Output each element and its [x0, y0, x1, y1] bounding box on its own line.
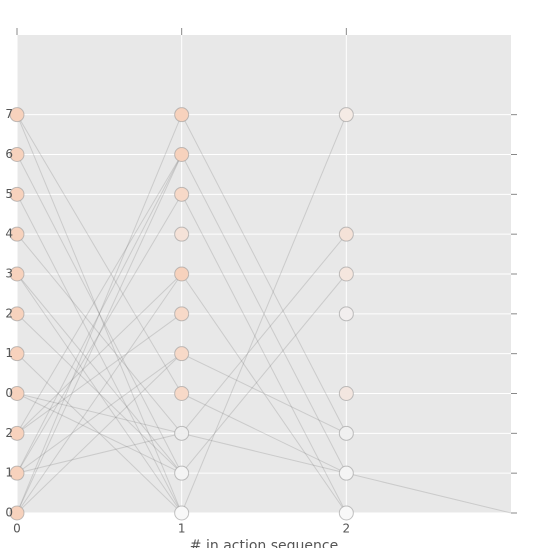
link-line [16, 273, 183, 514]
link-line [16, 114, 183, 394]
point [338, 505, 354, 521]
link-line [16, 273, 183, 514]
link-line [16, 154, 183, 434]
x-tick-label: 1 [178, 522, 186, 536]
point [174, 346, 190, 362]
point [174, 306, 190, 322]
link-line [16, 393, 182, 474]
y-tick-label: 0 [5, 506, 13, 520]
link-line [16, 313, 182, 434]
point [338, 306, 354, 322]
point [9, 386, 25, 401]
link-line [181, 393, 347, 474]
link-line [16, 154, 183, 474]
point [338, 465, 354, 481]
y-tick-label: 1 [5, 346, 13, 360]
y-tick-label: 7 [5, 107, 13, 121]
point [9, 266, 25, 282]
link-line [181, 154, 347, 474]
link-line [16, 194, 183, 474]
point [174, 386, 190, 401]
x-axis-label: # in action sequence [190, 538, 338, 548]
link-line [181, 353, 347, 434]
point [9, 306, 25, 322]
y-tick-label: 3 [5, 267, 13, 281]
link-line [16, 114, 183, 514]
link-line [181, 233, 347, 434]
point [174, 465, 190, 481]
point [338, 386, 354, 401]
link-line [16, 154, 183, 514]
link-line [16, 432, 182, 474]
point [338, 107, 354, 123]
point [174, 107, 190, 123]
link-line [16, 194, 183, 514]
link-line [16, 273, 183, 434]
x-tick-label: 0 [13, 522, 21, 536]
point [174, 425, 190, 441]
y-tick-label: 0 [5, 386, 13, 400]
point [9, 465, 25, 481]
link-line [181, 273, 347, 474]
point [9, 505, 25, 521]
link-line [16, 393, 182, 434]
link-line [16, 154, 183, 474]
point [174, 186, 190, 202]
point [174, 147, 190, 162]
link-line [16, 353, 183, 514]
point [9, 186, 25, 202]
point [338, 425, 354, 441]
point [9, 226, 25, 242]
link-line [16, 353, 183, 514]
link-line [181, 432, 347, 474]
link-line [181, 114, 347, 434]
point [9, 147, 25, 162]
point [174, 505, 190, 521]
link-line [16, 233, 183, 434]
link-line [181, 273, 347, 514]
x-tick-label: 2 [343, 522, 351, 536]
point [9, 425, 25, 441]
point [338, 266, 354, 282]
point [174, 266, 190, 282]
y-tick-label: 2 [5, 426, 13, 440]
y-tick-label: 1 [5, 466, 13, 480]
y-tick-label: 6 [5, 147, 13, 161]
point [338, 226, 354, 242]
link-line [16, 114, 183, 514]
link-line [16, 313, 183, 474]
link-line [181, 114, 347, 514]
y-tick-label: 5 [5, 187, 13, 201]
point [9, 346, 25, 362]
link-line [181, 194, 347, 514]
link-line [346, 472, 512, 514]
y-tick-label: 4 [5, 227, 13, 241]
link-line [16, 273, 183, 474]
y-tick-label: 2 [5, 306, 13, 320]
point [9, 107, 25, 123]
point [174, 226, 190, 242]
link-line [16, 353, 182, 474]
